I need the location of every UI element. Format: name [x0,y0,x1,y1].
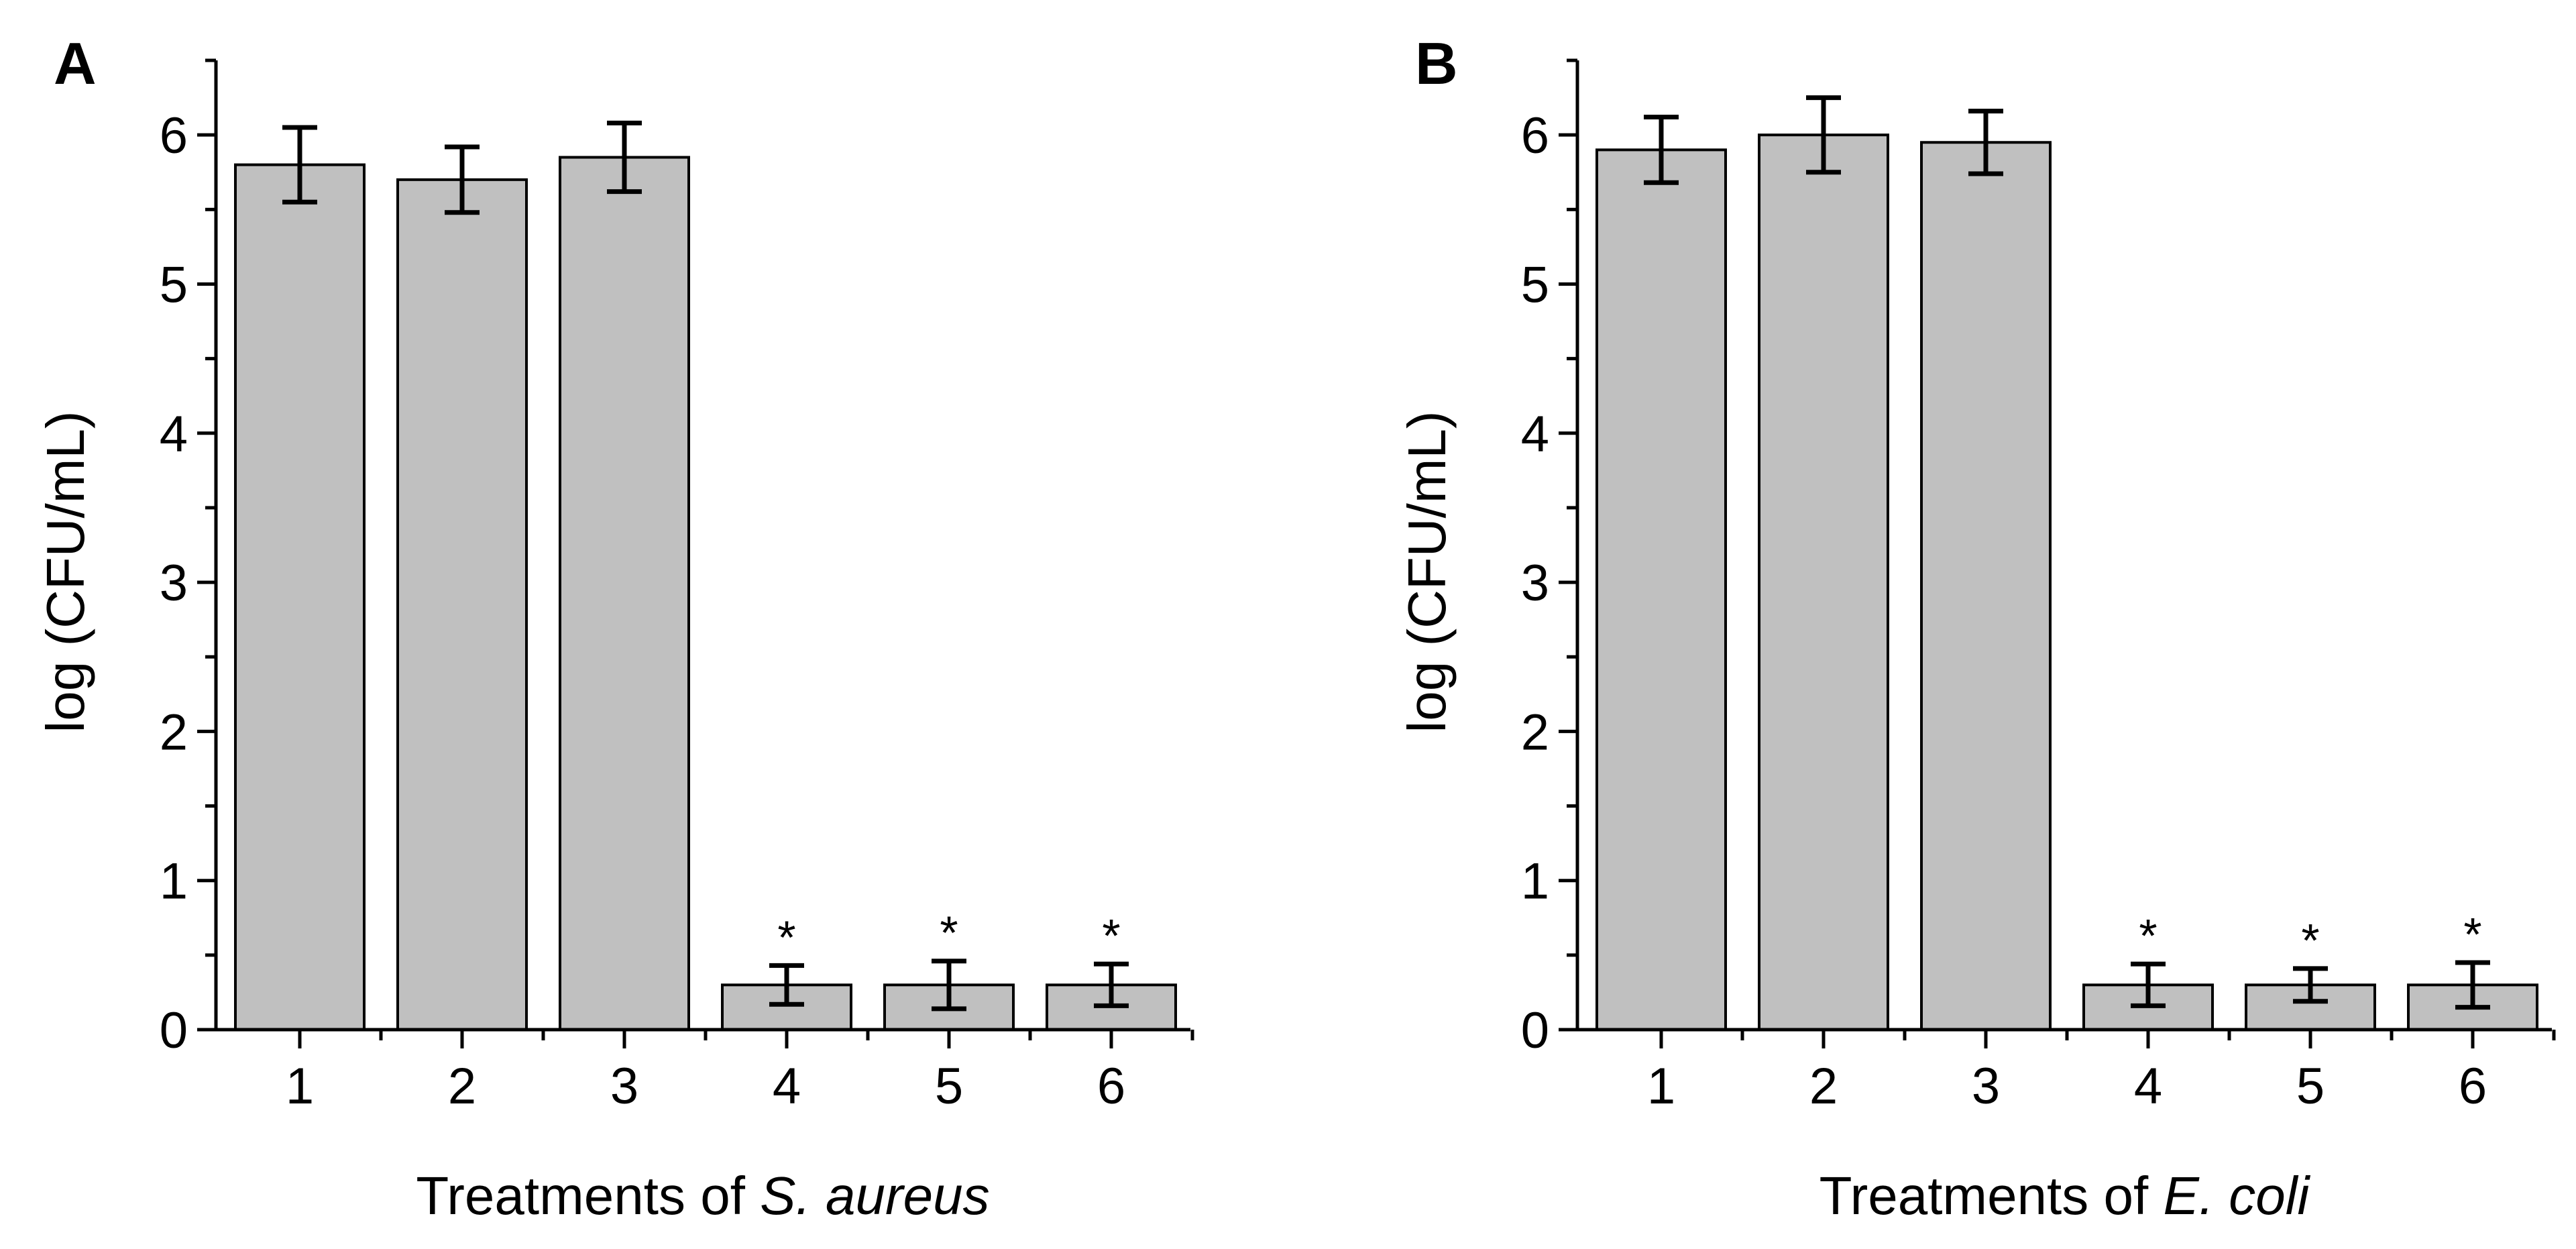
x-tick-label: 3 [1972,1058,2000,1115]
axes [197,58,1194,1048]
panel-letter: B [1415,30,1458,97]
bar [396,178,528,1031]
y-tick-label: 4 [1521,406,1549,463]
error-bar [2293,966,2328,1004]
x-axis-title-organism: E. coli [2163,1166,2310,1226]
x-axis-title-organism: S. aureus [760,1166,989,1226]
bar [1920,141,2052,1031]
x-tick-label: 5 [2296,1058,2325,1115]
y-tick-label: 0 [160,1002,188,1059]
error-bar [1806,95,1841,175]
x-axis-title: Treatments of S. aureus [416,1166,989,1226]
x-tick-label: 6 [1097,1058,1125,1115]
bar [1595,148,1727,1031]
x-tick-label: 2 [1809,1058,1838,1115]
panel-a: A * * * 0 1 2 3 4 5 6 1 2 3 4 5 6 log (CFU/mL) Treatments … [36,30,1194,1226]
x-tick-label: 6 [2459,1058,2487,1115]
y-tick-label: 6 [160,107,188,164]
y-tick-label: 3 [1521,555,1549,612]
y-axis-title: log (CFU/mL) [1397,411,1457,732]
x-tick-label: 4 [2134,1058,2162,1115]
y-tick-label: 3 [160,555,188,612]
y-tick-label: 4 [160,406,188,463]
error-bar [769,963,804,1007]
bar [234,163,366,1032]
y-tick-label: 2 [1521,704,1549,761]
y-tick-label: 5 [160,256,188,313]
x-tick-label: 5 [935,1058,963,1115]
bar [1758,133,1889,1032]
x-tick-label: 3 [610,1058,638,1115]
axes [1559,58,2556,1048]
y-tick-label: 0 [1521,1002,1549,1059]
error-bar [2455,960,2490,1010]
significance-star: * [2301,914,2319,967]
y-axis-title: log (CFU/mL) [36,411,95,732]
significance-star: * [940,907,958,959]
panel-b: B * * * 0 1 2 3 4 5 6 1 2 3 4 5 6 log (CFU/mL) Treatments … [1397,30,2556,1226]
x-axis-title-prefix: Treatments of [416,1166,760,1226]
y-tick-label: 2 [160,704,188,761]
error-bar [445,144,480,215]
x-axis-title: Treatments of E. coli [1819,1166,2311,1226]
error-bar [607,120,642,195]
significance-star: * [2463,908,2481,961]
error-bar [932,959,966,1012]
significance-star: * [777,911,795,963]
y-tick-label: 1 [1521,853,1549,910]
x-axis-title-prefix: Treatments of [1819,1166,2164,1226]
y-tick-label: 1 [160,853,188,910]
y-tick-label: 5 [1521,256,1549,313]
error-bar [1644,114,1679,185]
x-tick-label: 4 [773,1058,801,1115]
significance-star: * [2139,910,2157,962]
error-bar [282,125,317,205]
x-tick-label: 2 [448,1058,476,1115]
error-bar [1094,961,1129,1008]
y-tick-label: 6 [1521,107,1549,164]
error-bar [2131,961,2166,1008]
panel-letter: A [54,30,97,97]
x-tick-label: 1 [286,1058,314,1115]
significance-star: * [1102,910,1120,962]
bar [559,156,690,1031]
x-tick-label: 1 [1647,1058,1675,1115]
error-bar [1968,109,2003,176]
